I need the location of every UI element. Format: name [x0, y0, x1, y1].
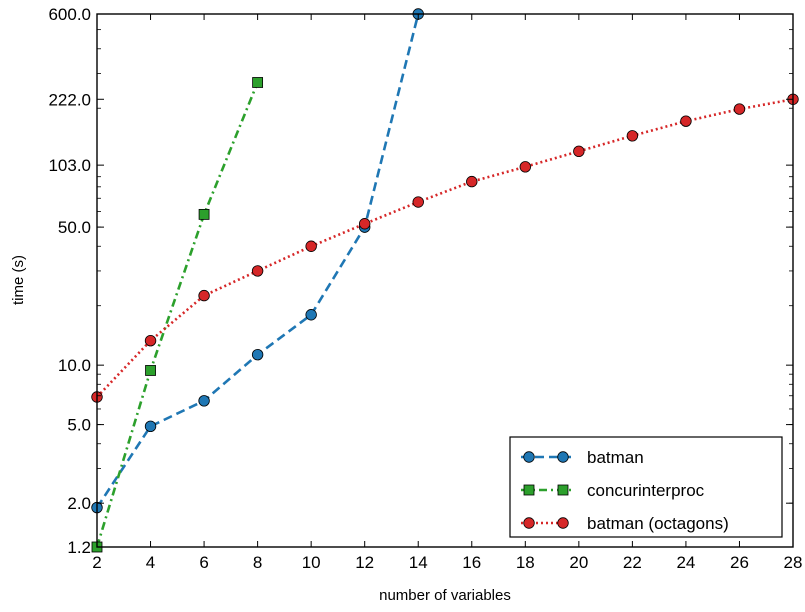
x-tick-label: 8 [253, 553, 262, 572]
x-tick-label: 24 [676, 553, 695, 572]
data-point-batman-octagons [466, 175, 478, 188]
x-tick-label: 18 [516, 553, 535, 572]
x-tick-label: 4 [146, 553, 155, 572]
data-point-concurinterproc [252, 77, 264, 88]
series-line-concurinterproc [95, 82, 259, 548]
legend-marker-concurinterproc [557, 484, 569, 496]
x-tick-label: 16 [462, 553, 481, 572]
x-tick-label: 12 [355, 553, 374, 572]
x-axis-label: number of variables [379, 587, 511, 604]
data-point-batman [144, 420, 157, 433]
y-tick-label: 1.2 [67, 538, 91, 557]
data-point-batman-octagons [358, 218, 371, 230]
data-point-batman [305, 309, 317, 321]
data-point-concurinterproc [145, 365, 156, 376]
plot-frame [96, 13, 794, 548]
legend-label-batman: batman [587, 448, 644, 467]
data-point-batman-octagons [412, 196, 424, 208]
x-tick-label: 2 [92, 553, 101, 572]
legend-marker-batman-octagons [523, 517, 535, 529]
legend-box [509, 436, 783, 538]
data-point-concurinterproc [198, 208, 210, 220]
legend-marker-concurinterproc [523, 484, 535, 496]
series-line-batman-octagons [96, 98, 794, 398]
y-tick-label: 222.0 [48, 90, 91, 109]
data-point-batman-octagons [519, 161, 532, 173]
x-tick-label: 10 [302, 553, 321, 572]
data-point-batman-octagons [733, 103, 746, 115]
legend-marker-batman [523, 451, 535, 463]
data-point-batman-octagons [626, 130, 639, 142]
x-tick-label: 26 [730, 553, 749, 572]
legend-marker-batman-octagons [557, 517, 569, 529]
x-tick-label: 22 [623, 553, 642, 572]
legend-marker-batman [557, 451, 569, 463]
legend-entries: batman concurinterproc batman (octagons) [521, 448, 729, 533]
y-tick-label: 5.0 [67, 416, 91, 435]
y-tick-label: 103.0 [48, 156, 91, 175]
data-point-batman-octagons [144, 334, 157, 347]
y-axis-label: time (s) [10, 255, 27, 305]
y-tick-label: 50.0 [58, 218, 91, 237]
data-point-batman-octagons [573, 145, 585, 158]
legend-label-concurinterproc: concurinterproc [587, 481, 705, 500]
legend-label-batman-octagons: batman (octagons) [587, 514, 729, 533]
y-tick-label: 10.0 [58, 356, 91, 375]
data-point-batman-octagons [198, 289, 210, 302]
x-tick-label: 28 [784, 553, 803, 572]
data-point-batman-octagons [305, 240, 317, 252]
x-tick-label: 20 [569, 553, 588, 572]
tick-layer: 2 4 6 8 10 12 14 16 18 20 22 24 26 281.22.05.010.050.… [48, 5, 802, 572]
data-point-batman-octagons [251, 265, 264, 277]
x-tick-label: 14 [409, 553, 428, 572]
y-tick-label: 600.0 [48, 5, 91, 24]
y-tick-label: 2.0 [67, 494, 91, 513]
x-tick-label: 6 [199, 553, 208, 572]
data-point-batman [198, 395, 210, 407]
data-point-batman-octagons [680, 115, 692, 127]
legend: batman concurinterproc batman (octagons) [509, 436, 783, 538]
data-point-batman [251, 348, 264, 361]
